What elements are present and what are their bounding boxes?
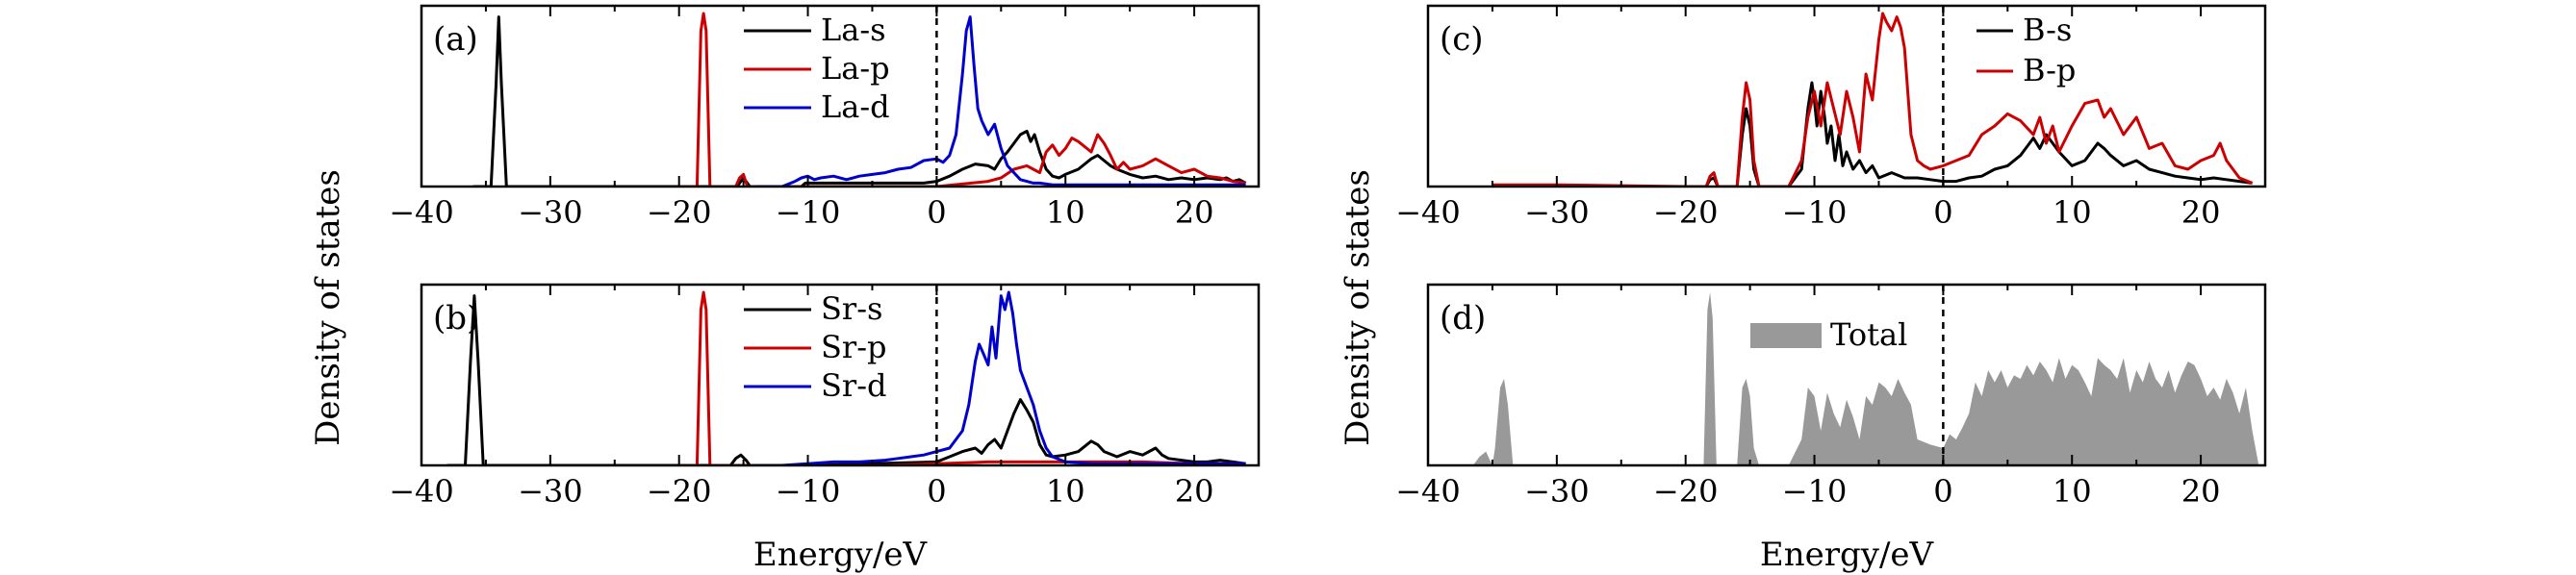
x-tick-label: 10 xyxy=(1046,473,1085,510)
legend-label: La-d xyxy=(821,88,890,125)
x-axis-label: Energy/eV xyxy=(753,536,929,574)
series-line-b-p xyxy=(1492,12,2254,187)
x-tick-label: −20 xyxy=(647,473,712,510)
legend-label: La-s xyxy=(821,12,886,48)
panel-c: −40 −30 −20 −10 0 10 20 (c) B-s B-p xyxy=(1395,4,2267,231)
legend-label: B-p xyxy=(2023,52,2076,88)
legend-label: B-s xyxy=(2023,12,2072,48)
x-tick-label: −20 xyxy=(1653,473,1719,510)
x-tick-label: 20 xyxy=(1175,473,1214,510)
legend-label: Sr-d xyxy=(821,367,887,404)
x-tick-label: −40 xyxy=(389,194,454,231)
panel-label: (a) xyxy=(433,20,478,59)
series-area-total xyxy=(1428,292,2259,465)
y-axis-label-left: Density of states xyxy=(309,169,347,446)
panel-b: −40 −30 −20 −10 0 10 20 (b) Sr-sSr-pSr-d Energy/e… xyxy=(389,283,1261,574)
series-line-b-s xyxy=(1685,81,2253,187)
series-group xyxy=(1492,12,2254,187)
x-tick-label: −10 xyxy=(776,194,841,231)
x-tick-label: −40 xyxy=(389,473,454,510)
x-tick-label: 0 xyxy=(1933,473,1952,510)
panel-frame xyxy=(420,283,1261,467)
series-group xyxy=(472,12,1247,187)
x-tick-label: −20 xyxy=(647,194,712,231)
x-tick-label: −10 xyxy=(1782,473,1848,510)
x-tick-label: 10 xyxy=(1046,194,1085,231)
series-group xyxy=(1428,292,2259,465)
legend-label: Sr-p xyxy=(821,329,887,365)
panel-label: (c) xyxy=(1440,20,1484,59)
x-tick-label: −10 xyxy=(776,473,841,510)
series-line-la-p xyxy=(678,12,1246,187)
x-tick-label: −20 xyxy=(1653,194,1719,231)
panel-frame xyxy=(1426,283,2267,467)
legend-label: Total xyxy=(1830,316,1907,353)
x-tick-label: 0 xyxy=(927,473,946,510)
x-tick-label: 0 xyxy=(1933,194,1952,231)
x-tick-label: 20 xyxy=(2181,473,2221,510)
x-tick-label: 10 xyxy=(2053,473,2092,510)
panel-label: (b) xyxy=(433,299,479,338)
legend-swatch xyxy=(1750,323,1822,348)
legend-label: Sr-s xyxy=(821,290,882,327)
x-tick-label: −40 xyxy=(1395,473,1461,510)
x-tick-label: 20 xyxy=(2181,194,2221,231)
panel-a: −40 −30 −20 −10 0 10 20 (a) La-sLa-pLa-d xyxy=(389,4,1261,231)
panel-frame xyxy=(1426,4,2267,188)
panels: −40 −30 −20 −10 0 10 20 (a) La-sLa-pLa-d −40 −30 −2… xyxy=(389,4,2267,574)
x-tick-label: −40 xyxy=(1395,194,1461,231)
x-tick-label: −30 xyxy=(1524,473,1590,510)
series-line-sr-d xyxy=(756,290,1246,465)
panel-d: −40 −30 −20 −10 0 10 20 (d) Total Energy/eV xyxy=(1395,283,2267,574)
panel-label: (d) xyxy=(1440,299,1486,338)
x-axis-label: Energy/eV xyxy=(1760,536,1935,574)
series-line-sr-p xyxy=(678,290,1246,465)
series-line-la-d xyxy=(756,15,1246,187)
x-tick-label: 10 xyxy=(2053,194,2092,231)
legend-label: La-p xyxy=(821,50,890,87)
x-tick-label: 0 xyxy=(927,194,946,231)
x-tick-label: −10 xyxy=(1782,194,1848,231)
x-tick-label: −30 xyxy=(1524,194,1590,231)
x-tick-label: −30 xyxy=(518,194,583,231)
panel-frame xyxy=(420,4,1261,188)
series-line-sr-s xyxy=(446,294,1246,465)
x-tick-label: −30 xyxy=(518,473,583,510)
y-axis-label-right: Density of states xyxy=(1339,169,1377,446)
x-tick-label: 20 xyxy=(1175,194,1214,231)
series-group xyxy=(446,290,1246,465)
